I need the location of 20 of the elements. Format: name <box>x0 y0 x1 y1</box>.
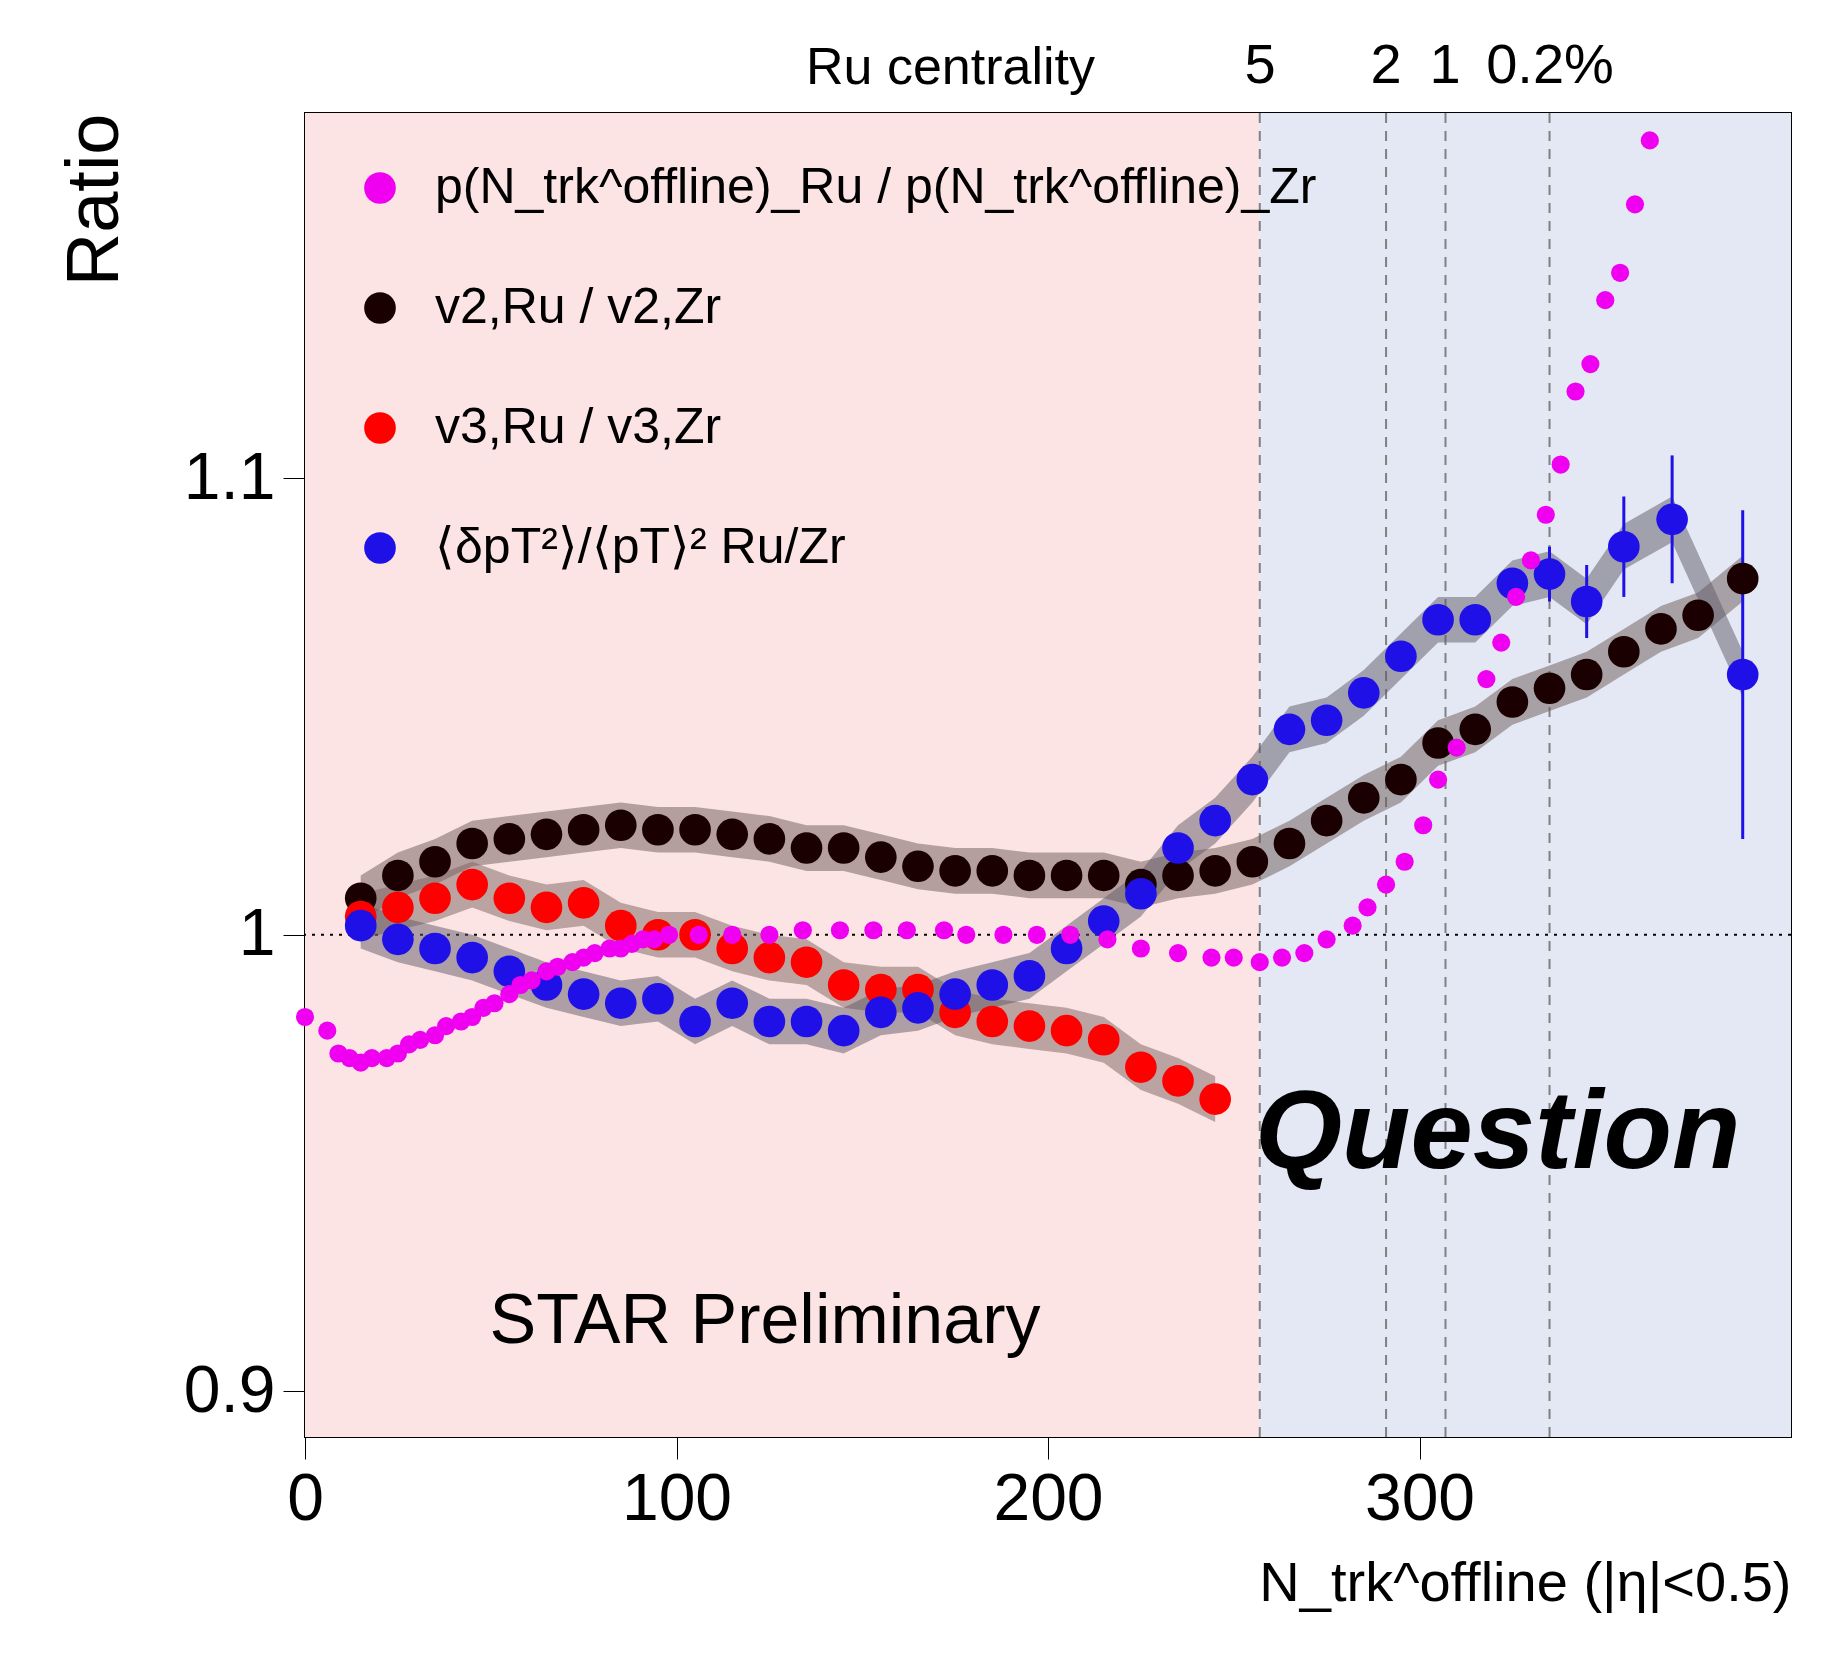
text: Ru centrality <box>806 37 1095 95</box>
text: 2 <box>1370 32 1402 95</box>
y-tick-label: 1.1 <box>183 438 276 513</box>
legend-label: ⟨δpT²⟩/⟨pT⟩² Ru/Zr <box>435 518 846 574</box>
y-tick-label: 1 <box>238 895 276 970</box>
x-axis-title: N_trk^offline (|η|<0.5) <box>1259 1549 1792 1613</box>
annotation: STAR Preliminary <box>489 1280 1041 1358</box>
x-tick-label: 200 <box>993 1459 1104 1534</box>
annotation: Question <box>1255 1067 1741 1192</box>
text: 5 <box>1244 32 1276 95</box>
text: 1 <box>1429 32 1461 95</box>
x-tick-label: 300 <box>1364 1459 1476 1534</box>
y-tick-label: 0.9 <box>183 1351 276 1426</box>
x-tick-label: 100 <box>621 1459 733 1534</box>
legend-label: p(N_trk^offline)_Ru / p(N_trk^offline)_Zr <box>435 158 1317 214</box>
legend-label: v2,Ru / v2,Zr <box>435 278 722 334</box>
legend-label: v3,Ru / v3,Zr <box>435 398 722 454</box>
text: 0.2% <box>1486 32 1614 95</box>
x-tick-label: 0 <box>287 1459 324 1534</box>
y-axis-title: Ratio <box>50 113 134 287</box>
